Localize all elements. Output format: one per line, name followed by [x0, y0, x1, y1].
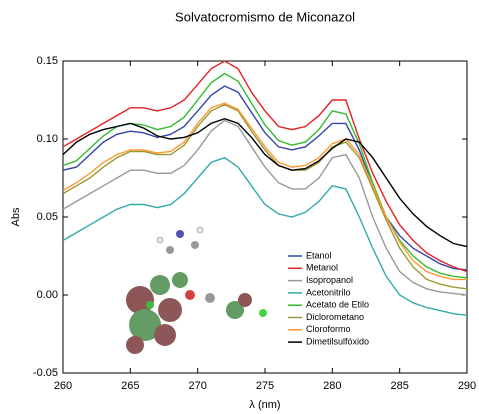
series-line: [63, 119, 467, 247]
y-tick-label: 0.00: [37, 289, 58, 301]
series-line: [63, 158, 467, 316]
legend-text: Etanol: [306, 250, 332, 260]
legend-text: Acetonitrilo: [306, 287, 351, 297]
x-tick-label: 280: [323, 380, 341, 392]
chart-title: Solvatocromismo de Miconazol: [175, 9, 355, 24]
legend-text: Dimetilsulfóxido: [306, 336, 369, 346]
y-axis-label: Abs: [10, 207, 22, 226]
plot-frame: [63, 61, 467, 373]
molecule-illustration: [126, 227, 267, 354]
y-tick-label: 0.10: [37, 133, 58, 145]
legend-text: Cloroformo: [306, 324, 351, 334]
x-tick-label: 270: [188, 380, 206, 392]
series-line: [63, 103, 467, 279]
x-tick-label: 285: [390, 380, 408, 392]
y-tick-label: 0.15: [37, 55, 58, 67]
legend-text: Diclorometano: [306, 312, 364, 322]
x-tick-label: 275: [256, 380, 274, 392]
legend-text: Acetato de Etilo: [306, 300, 369, 310]
x-tick-label: 290: [458, 380, 476, 392]
chart: Solvatocromismo de Miconazol λ (nm) Abs …: [0, 0, 479, 414]
x-axis-label: λ (nm): [249, 399, 280, 411]
legend-text: Isopropanol: [306, 275, 353, 285]
series-line: [63, 74, 467, 278]
x-tick-label: 265: [121, 380, 139, 392]
legend-text: Metanol: [306, 263, 338, 273]
y-tick-label: -0.05: [33, 367, 58, 379]
x-tick-label: 260: [54, 380, 72, 392]
y-tick-label: 0.05: [37, 211, 58, 223]
series-line: [63, 86, 467, 270]
